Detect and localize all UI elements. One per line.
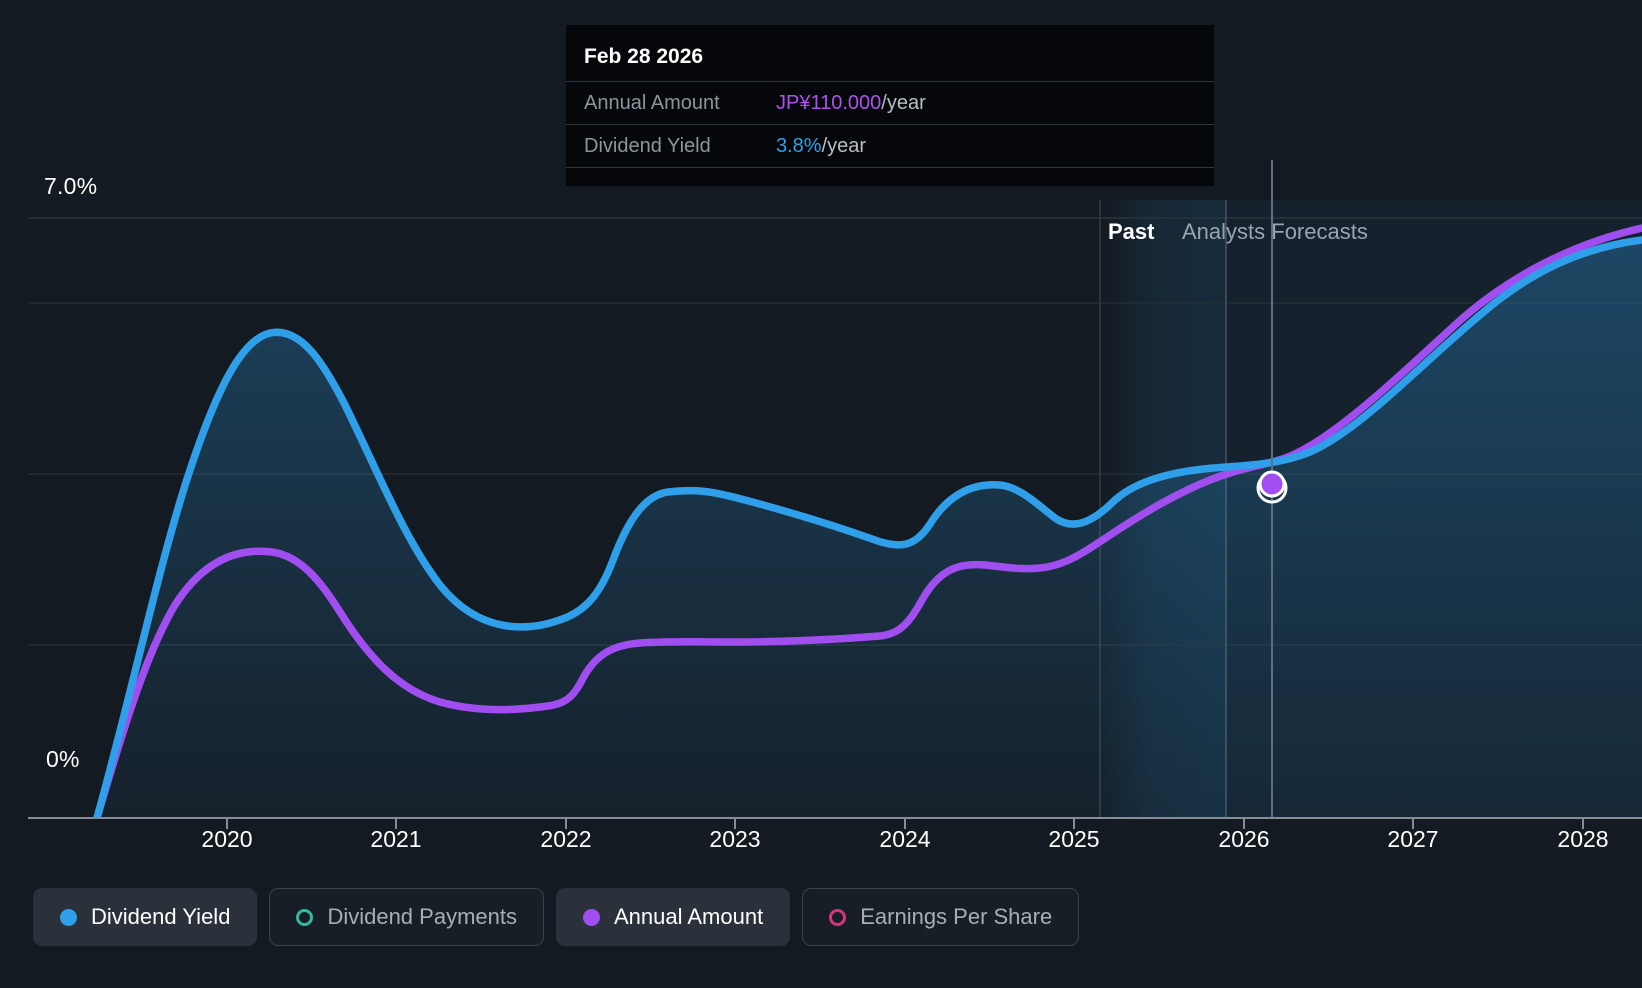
legend-label-earnings-per-share: Earnings Per Share — [860, 904, 1053, 929]
past-zone-label: Past — [1108, 219, 1155, 244]
tooltip-bottom-rule — [566, 167, 1214, 186]
chart-tooltip: Feb 28 2026 Annual Amount JP¥110.000/yea… — [566, 25, 1214, 186]
tooltip-value-annual-amount: JP¥110.000/year — [776, 92, 926, 115]
tooltip-value-annual-amount-suffix: /year — [881, 91, 926, 114]
tooltip-title: Feb 28 2026 — [584, 45, 704, 68]
legend-label-dividend-yield: Dividend Yield — [91, 904, 231, 929]
filled-dot-icon — [60, 908, 77, 926]
x-label-2022: 2022 — [540, 826, 592, 852]
y-axis-label-top: 7.0% — [44, 173, 98, 199]
tooltip-value-dividend-yield-number: 3.8% — [776, 134, 822, 157]
x-axis-ticks — [226, 818, 1584, 829]
dividend-yield-area — [97, 240, 1642, 818]
chart-legend: Dividend Yield Dividend Payments Annual … — [33, 888, 1080, 946]
x-label-2024: 2024 — [879, 826, 931, 852]
x-label-2021: 2021 — [370, 826, 422, 852]
legend-label-annual-amount: Annual Amount — [613, 904, 764, 929]
hollow-dot-icon — [296, 908, 314, 926]
tooltip-label-dividend-yield: Dividend Yield — [584, 134, 711, 157]
x-label-2020: 2020 — [201, 826, 253, 852]
x-label-2028: 2028 — [1557, 826, 1609, 852]
tooltip-label-annual-amount: Annual Amount — [584, 91, 720, 114]
tooltip-row-annual-amount: Annual Amount JP¥110.000/year — [566, 81, 1214, 124]
x-axis-labels: 2020 2021 2022 2023 2024 2025 2026 2027 … — [0, 820, 1642, 860]
legend-item-annual-amount[interactable]: Annual Amount — [555, 888, 791, 946]
hollow-dot-icon — [829, 908, 847, 926]
tooltip-value-dividend-yield: 3.8%/year — [776, 135, 866, 158]
x-label-2023: 2023 — [709, 826, 761, 852]
forecast-zone-label: Analysts Forecasts — [1182, 219, 1368, 244]
tooltip-value-dividend-yield-suffix: /year — [821, 134, 867, 157]
x-label-2027: 2027 — [1387, 826, 1439, 852]
y-axis-label-zero: 0% — [46, 746, 80, 772]
x-label-2026: 2026 — [1218, 826, 1270, 852]
legend-label-dividend-payments: Dividend Payments — [327, 904, 517, 929]
highlight-point-marker[interactable] — [1256, 470, 1288, 504]
tooltip-row-dividend-yield: Dividend Yield 3.8%/year — [566, 124, 1214, 167]
filled-dot-icon — [582, 908, 600, 926]
legend-item-dividend-payments[interactable]: Dividend Payments — [269, 888, 544, 946]
legend-item-earnings-per-share[interactable]: Earnings Per Share — [802, 888, 1080, 946]
legend-item-dividend-yield[interactable]: Dividend Yield — [33, 888, 258, 946]
chart-plot-area — [28, 160, 1642, 829]
chart-svg — [28, 160, 1642, 829]
x-label-2025: 2025 — [1048, 826, 1100, 852]
tooltip-value-annual-amount-number: JP¥110.000 — [776, 91, 882, 114]
